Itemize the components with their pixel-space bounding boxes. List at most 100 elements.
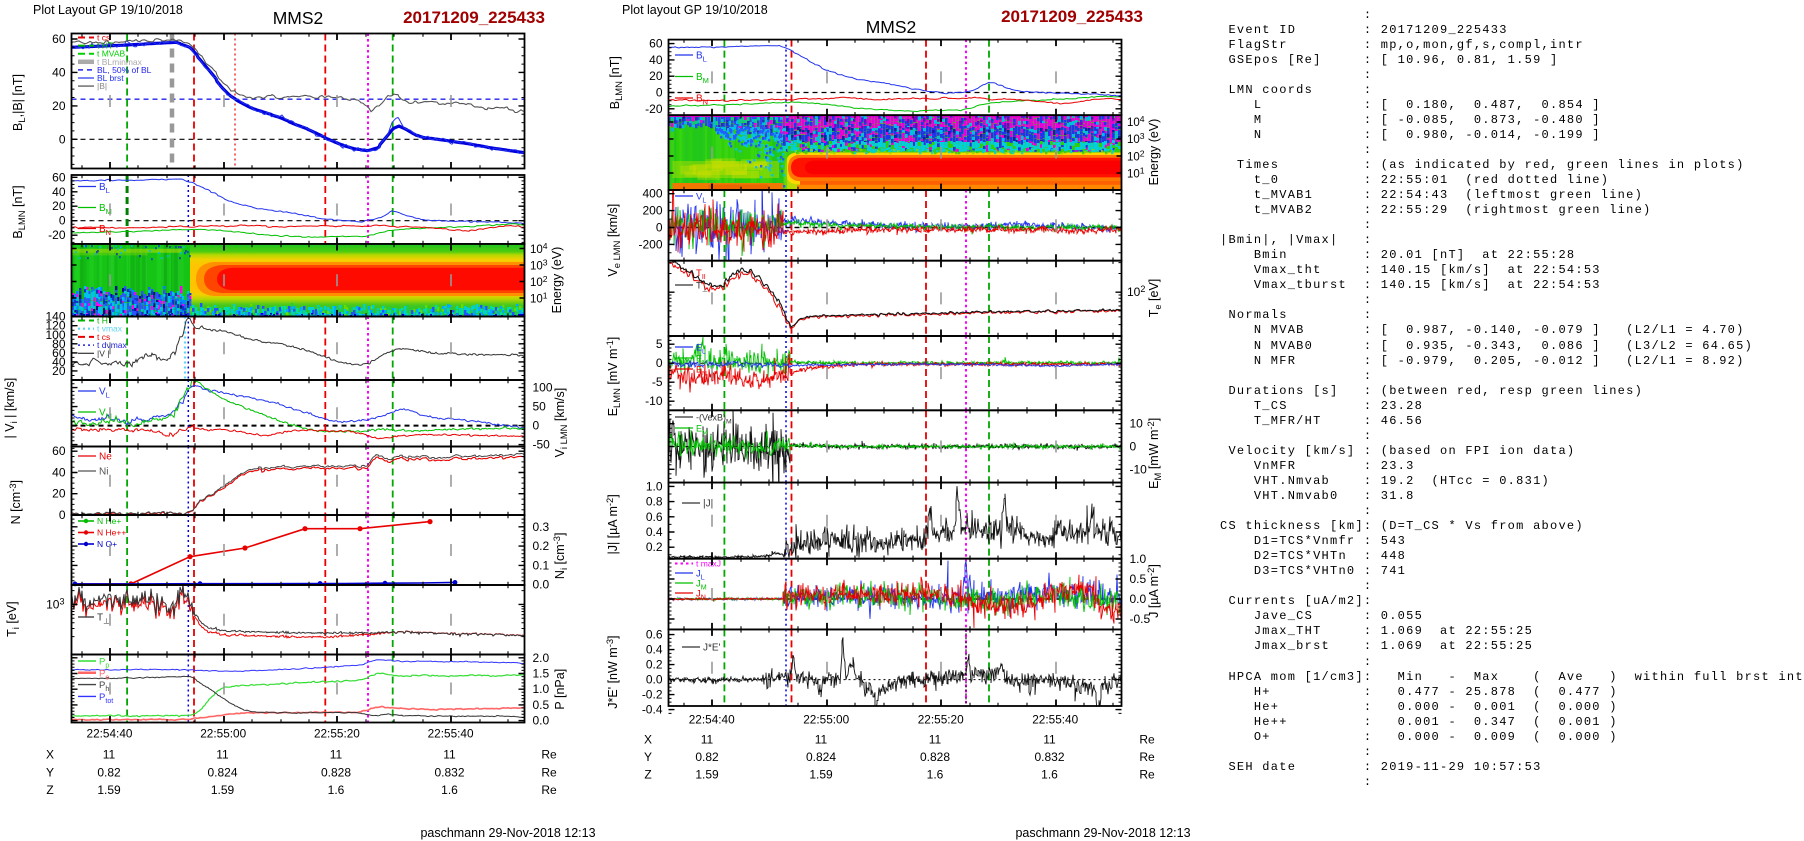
svg-text:22:55:00: 22:55:00	[803, 713, 849, 727]
svg-text:100: 100	[533, 381, 553, 395]
svg-text:EM [mW m-2]: EM [mW m-2]	[1145, 418, 1163, 489]
svg-text:1.59: 1.59	[211, 783, 235, 797]
svg-text:JN: JN	[696, 589, 706, 602]
svg-text:22:55:40: 22:55:40	[428, 727, 474, 741]
svg-text:JM: JM	[696, 579, 707, 592]
svg-text:11: 11	[330, 748, 343, 762]
svg-text:MMS2: MMS2	[273, 8, 324, 28]
svg-text:0.8: 0.8	[646, 495, 663, 509]
svg-text:50: 50	[533, 400, 547, 414]
svg-text:20: 20	[52, 487, 66, 501]
svg-text:|B|: |B|	[97, 81, 107, 91]
svg-text:0.2: 0.2	[646, 540, 663, 554]
svg-text:0.6: 0.6	[646, 628, 663, 642]
svg-text:t maxJ: t maxJ	[696, 559, 721, 569]
svg-text:J*E' [nW m-3]: J*E' [nW m-3]	[604, 635, 620, 708]
svg-text:T⊥: T⊥	[97, 613, 110, 626]
svg-text:0.0: 0.0	[646, 673, 663, 687]
svg-text:20: 20	[52, 99, 66, 113]
svg-text:Re: Re	[1139, 750, 1155, 764]
svg-text:0.4: 0.4	[646, 525, 663, 539]
svg-text:40: 40	[52, 65, 66, 79]
svg-text:60: 60	[52, 346, 66, 360]
svg-text:BL,|B| [nT]: BL,|B| [nT]	[11, 74, 27, 131]
svg-text:11: 11	[103, 748, 116, 762]
svg-text:X: X	[46, 748, 54, 762]
svg-text:22:55:00: 22:55:00	[200, 727, 246, 741]
svg-text:0.828: 0.828	[920, 750, 950, 764]
svg-text:20: 20	[649, 69, 663, 83]
svg-text:20171209_225433: 20171209_225433	[403, 8, 545, 27]
svg-text:Re: Re	[1139, 733, 1155, 747]
svg-text:-0.2: -0.2	[642, 688, 663, 702]
svg-text:0.0: 0.0	[533, 578, 550, 592]
svg-text:P [nPa]: P [nPa]	[553, 669, 567, 710]
svg-text:-20: -20	[48, 228, 66, 242]
svg-text:1.6: 1.6	[927, 768, 944, 782]
svg-text:40: 40	[52, 466, 66, 480]
svg-text:1.6: 1.6	[1041, 768, 1058, 782]
svg-text:BM: BM	[696, 72, 709, 85]
svg-text:0.824: 0.824	[207, 766, 237, 780]
svg-text:Ph: Ph	[99, 680, 109, 693]
svg-text:t dvmax: t dvmax	[97, 340, 128, 350]
svg-text:EL: EL	[696, 343, 706, 356]
svg-text:60: 60	[52, 170, 66, 184]
svg-text:1.5: 1.5	[533, 667, 550, 681]
svg-text:|V |: |V |	[97, 348, 109, 358]
svg-text:Re: Re	[1139, 768, 1155, 782]
svg-text:11: 11	[216, 748, 229, 762]
svg-text:-10: -10	[1130, 462, 1148, 476]
svg-text:Z: Z	[46, 783, 53, 797]
svg-text:0.82: 0.82	[695, 750, 719, 764]
svg-text:|J| [µA m-2]: |J| [µA m-2]	[604, 494, 620, 554]
svg-text:Re: Re	[541, 783, 557, 797]
svg-text:11: 11	[815, 733, 828, 747]
svg-text:1.0: 1.0	[646, 479, 663, 493]
svg-text:0.828: 0.828	[321, 766, 351, 780]
svg-text:Pp: Pp	[99, 657, 109, 670]
svg-text:40: 40	[52, 185, 66, 199]
svg-text:X: X	[644, 733, 652, 747]
svg-text:Y: Y	[46, 766, 54, 780]
svg-text:BM: BM	[99, 203, 112, 216]
svg-text:1.59: 1.59	[809, 768, 833, 782]
svg-text:t cs: t cs	[97, 332, 110, 342]
svg-text:60: 60	[649, 37, 663, 51]
svg-text:t HT: t HT	[97, 41, 113, 51]
svg-text:140: 140	[45, 310, 65, 324]
svg-text:1.6: 1.6	[328, 783, 345, 797]
svg-text:Re: Re	[541, 748, 557, 762]
svg-text:-0.4: -0.4	[642, 703, 663, 717]
svg-text:Plot layout GP 19/10/2018: Plot layout GP 19/10/2018	[622, 3, 768, 17]
svg-text:BL brst: BL brst	[97, 73, 124, 83]
svg-text:N He++: N He++	[97, 528, 126, 538]
svg-text:TII: TII	[696, 268, 706, 281]
svg-text:VL: VL	[696, 192, 706, 205]
svg-text:80: 80	[52, 337, 66, 351]
svg-text:0: 0	[1130, 440, 1137, 454]
svg-text:60: 60	[52, 444, 66, 458]
svg-text:40: 40	[649, 53, 663, 67]
svg-text:BL, 50% of BL: BL, 50% of BL	[97, 65, 152, 75]
svg-text:22:54:40: 22:54:40	[689, 713, 735, 727]
svg-text:0: 0	[656, 356, 663, 370]
svg-text:120: 120	[45, 319, 65, 333]
svg-text:N O+: N O+	[97, 539, 117, 549]
svg-text:2.0: 2.0	[533, 651, 550, 665]
svg-text:200: 200	[642, 204, 662, 218]
svg-text:0.6: 0.6	[646, 510, 663, 524]
svg-text:Re: Re	[541, 766, 557, 780]
svg-text:0.4: 0.4	[646, 643, 663, 657]
svg-text:40: 40	[52, 355, 66, 369]
svg-text:0.5: 0.5	[1130, 572, 1147, 586]
svg-text:0.3: 0.3	[533, 520, 550, 534]
svg-text:Te [eV]: Te [eV]	[1147, 279, 1163, 318]
svg-text:paschmann 29-Nov-2018 12:13: paschmann 29-Nov-2018 12:13	[420, 826, 595, 840]
svg-text:0.2: 0.2	[533, 539, 550, 553]
svg-text:1.6: 1.6	[441, 783, 458, 797]
svg-text:Pe: Pe	[99, 668, 109, 681]
svg-text:BL: BL	[99, 182, 110, 195]
svg-text:-5: -5	[652, 375, 663, 389]
svg-text:0.832: 0.832	[434, 766, 464, 780]
